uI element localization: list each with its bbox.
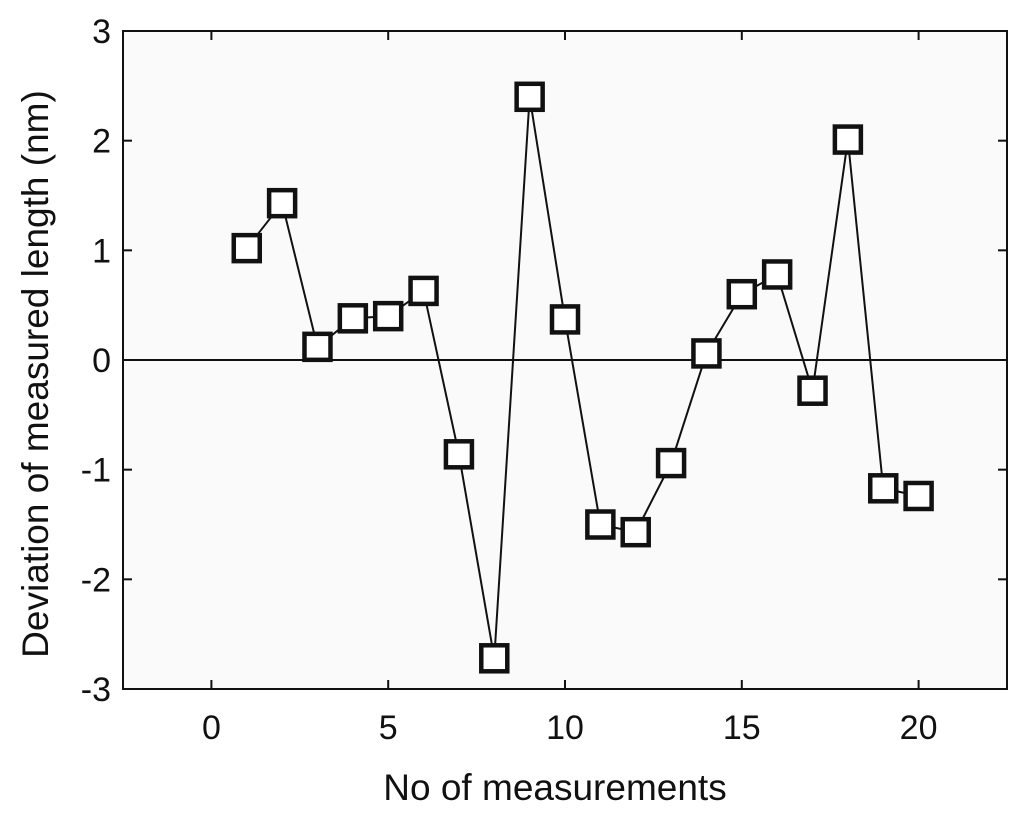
x-tick-label: 20 (900, 709, 938, 747)
data-point (337, 303, 369, 334)
data-points (231, 81, 934, 674)
x-tick-label: 0 (202, 709, 221, 747)
y-axis-title: Deviation of measured length (nm) (15, 90, 56, 658)
data-point (372, 300, 404, 332)
data-point (408, 275, 439, 307)
x-tick-label: 10 (546, 709, 584, 747)
data-point (620, 516, 651, 548)
data-point (479, 643, 510, 674)
data-point (655, 447, 687, 479)
data-point (443, 439, 475, 470)
y-tick-label: -2 (81, 561, 111, 599)
data-point (691, 338, 722, 369)
y-tick-label: 3 (92, 13, 111, 51)
data-point (266, 187, 298, 219)
y-tick-label: 0 (92, 342, 111, 380)
data-point (903, 480, 934, 512)
x-tick-labels: 0 5 10 15 20 (202, 709, 938, 747)
y-tick-label: 2 (92, 123, 111, 161)
data-point (867, 473, 899, 504)
data-point (549, 304, 581, 335)
y-tick-label: -1 (81, 452, 111, 490)
x-tick-label: 5 (379, 709, 398, 747)
data-point (231, 232, 263, 264)
y-tick-label: -3 (81, 671, 111, 709)
data-point (832, 124, 864, 155)
data-point (797, 375, 828, 406)
plot-frame (122, 30, 1008, 690)
data-point (761, 259, 793, 290)
data-point (726, 278, 758, 310)
x-tick-label: 15 (723, 709, 761, 747)
data-point (514, 81, 545, 113)
data-point (585, 509, 616, 540)
x-axis-title: No of measurements (383, 767, 726, 808)
y-tick-labels: -3 -2 -1 0 1 2 3 (81, 13, 111, 709)
data-point (302, 331, 333, 363)
y-tick-label: 1 (92, 232, 111, 270)
